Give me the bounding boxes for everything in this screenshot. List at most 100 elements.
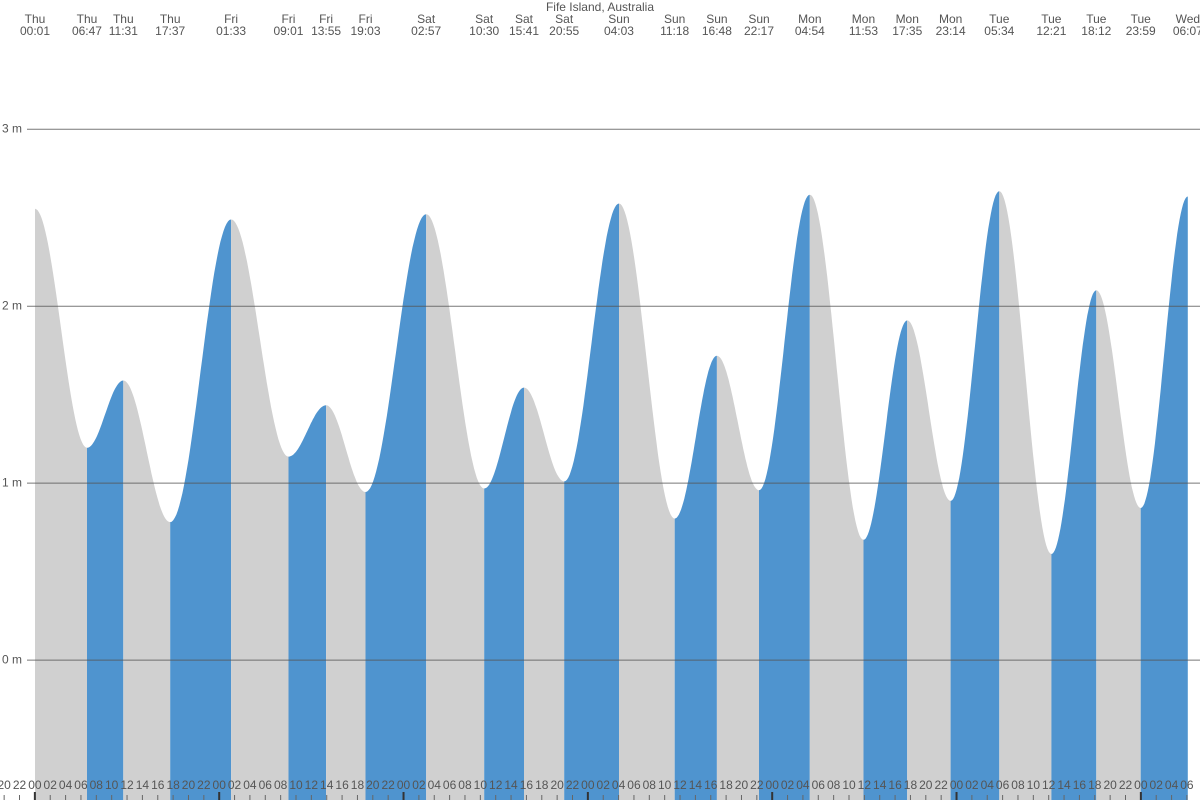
extreme-day: Tue — [1086, 12, 1107, 26]
tide-areas — [35, 191, 1188, 800]
x-tick-label: 16 — [520, 778, 534, 792]
x-tick-label: 12 — [489, 778, 503, 792]
x-tick-label: 08 — [827, 778, 841, 792]
y-tick-label: 1 m — [2, 475, 22, 489]
rising-area — [863, 320, 908, 800]
falling-area — [1096, 290, 1141, 800]
rising-area — [170, 219, 232, 800]
extreme-day: Fri — [359, 12, 373, 26]
x-tick-label: 20 — [0, 778, 11, 792]
x-tick-label: 06 — [259, 778, 273, 792]
chart-title: Fife Island, Australia — [546, 0, 654, 14]
extreme-time: 17:37 — [155, 24, 185, 38]
x-tick-label: 06 — [996, 778, 1010, 792]
x-tick-label: 04 — [981, 778, 995, 792]
x-tick-label: 18 — [719, 778, 733, 792]
falling-area — [619, 203, 675, 800]
labels: 0 m1 m2 m3 mThu00:01Thu06:47Thu11:31Thu1… — [0, 12, 1200, 800]
x-tick-label: 10 — [105, 778, 119, 792]
x-tick-label: 02 — [965, 778, 979, 792]
x-tick-label: 22 — [750, 778, 764, 792]
extreme-time: 05:34 — [984, 24, 1014, 38]
x-tick-label: 20 — [366, 778, 380, 792]
extreme-day: Thu — [160, 12, 181, 26]
x-tick-label: 00 — [766, 778, 780, 792]
extreme-day: Fri — [281, 12, 295, 26]
falling-area — [999, 191, 1052, 800]
x-tick-label: 04 — [59, 778, 73, 792]
x-tick-label: 00 — [213, 778, 227, 792]
x-tick-label: 16 — [1073, 778, 1087, 792]
x-tick-label: 02 — [597, 778, 611, 792]
x-tick-label: 18 — [535, 778, 549, 792]
x-tick-label: 08 — [643, 778, 657, 792]
x-tick-label: 22 — [197, 778, 211, 792]
extreme-day: Wed — [1176, 12, 1200, 26]
rising-area — [759, 194, 810, 800]
falling-area — [231, 219, 289, 800]
extreme-time: 16:48 — [702, 24, 732, 38]
x-tick-label: 08 — [274, 778, 288, 792]
x-tick-label: 04 — [1165, 778, 1179, 792]
y-tick-label: 3 m — [2, 121, 22, 135]
x-tick-label: 08 — [458, 778, 472, 792]
extreme-time: 00:01 — [20, 24, 50, 38]
extreme-day: Tue — [1131, 12, 1152, 26]
extreme-day: Fri — [319, 12, 333, 26]
rising-area — [365, 214, 427, 800]
x-tick-label: 20 — [735, 778, 749, 792]
x-tick-label: 10 — [289, 778, 303, 792]
extreme-time: 13:55 — [311, 24, 341, 38]
x-tick-label: 06 — [1180, 778, 1194, 792]
x-tick-label: 00 — [1134, 778, 1148, 792]
y-tick-label: 0 m — [2, 652, 22, 666]
falling-area — [524, 387, 565, 800]
rising-area — [950, 191, 1000, 800]
x-tick-label: 04 — [796, 778, 810, 792]
extreme-time: 04:54 — [795, 24, 825, 38]
extreme-time: 02:57 — [411, 24, 441, 38]
extreme-time: 12:21 — [1036, 24, 1066, 38]
x-tick-label: 04 — [612, 778, 626, 792]
extreme-time: 06:07 — [1173, 24, 1200, 38]
x-tick-label: 18 — [904, 778, 918, 792]
x-tick-label: 00 — [397, 778, 411, 792]
falling-area — [716, 355, 759, 800]
x-tick-label: 02 — [1150, 778, 1164, 792]
falling-area — [123, 380, 171, 800]
x-tick-label: 10 — [842, 778, 856, 792]
x-tick-label: 14 — [136, 778, 150, 792]
x-tick-label: 12 — [673, 778, 687, 792]
x-tick-label: 06 — [627, 778, 641, 792]
x-tick-label: 02 — [412, 778, 426, 792]
x-tick-label: 16 — [704, 778, 718, 792]
falling-area — [326, 405, 366, 800]
extreme-time: 04:03 — [604, 24, 634, 38]
extreme-time: 19:03 — [350, 24, 380, 38]
x-tick-label: 10 — [1027, 778, 1041, 792]
extreme-day: Sun — [748, 12, 769, 26]
rising-area — [674, 355, 717, 800]
extreme-day: Tue — [989, 12, 1010, 26]
extreme-day: Mon — [939, 12, 962, 26]
extreme-time: 17:35 — [892, 24, 922, 38]
x-tick-label: 06 — [443, 778, 457, 792]
x-tick-label: 02 — [44, 778, 58, 792]
x-tick-label: 02 — [781, 778, 795, 792]
x-tick-label: 04 — [243, 778, 257, 792]
extreme-day: Mon — [798, 12, 821, 26]
x-tick-label: 14 — [320, 778, 334, 792]
falling-area — [426, 214, 485, 800]
extreme-day: Thu — [77, 12, 98, 26]
extreme-time: 09:01 — [273, 24, 303, 38]
x-tick-label: 16 — [335, 778, 349, 792]
x-tick-label: 16 — [888, 778, 902, 792]
x-tick-label: 12 — [858, 778, 872, 792]
x-tick-label: 22 — [381, 778, 395, 792]
extreme-time: 01:33 — [216, 24, 246, 38]
x-tick-label: 12 — [120, 778, 134, 792]
x-tick-label: 14 — [504, 778, 518, 792]
x-tick-label: 14 — [873, 778, 887, 792]
rising-area — [1140, 196, 1188, 800]
